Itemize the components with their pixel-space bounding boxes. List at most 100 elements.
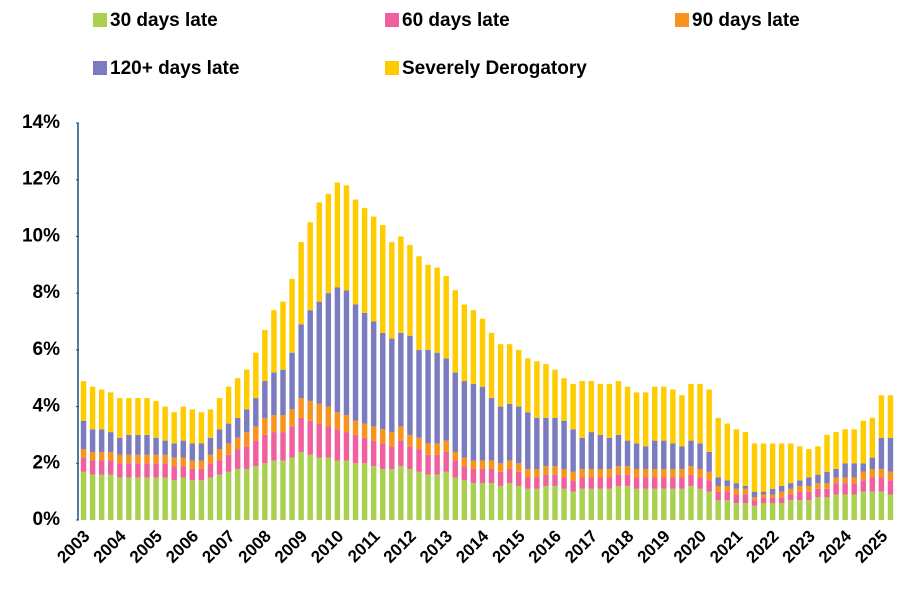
bar-segment xyxy=(497,463,504,472)
bar-segment xyxy=(742,485,749,489)
x-tick-label: 2021 xyxy=(706,527,746,567)
bar-segment xyxy=(615,381,622,435)
bar-segment xyxy=(325,293,332,407)
bar-segment xyxy=(280,369,286,416)
bar-segment xyxy=(688,474,694,486)
bar-segment xyxy=(135,398,141,435)
bar-segment xyxy=(878,395,885,438)
bar-segment xyxy=(171,457,177,467)
y-tick-label: 8% xyxy=(33,282,61,303)
bar-segment xyxy=(633,443,640,469)
bar-segment xyxy=(534,417,540,469)
bar-segment xyxy=(108,392,114,433)
bar-segment xyxy=(370,321,377,427)
bar-segment xyxy=(443,451,449,472)
bar-segment xyxy=(253,466,259,520)
bar-segment xyxy=(516,471,522,486)
bar-segment xyxy=(724,423,730,481)
bar-segment xyxy=(851,463,857,478)
bar-segment xyxy=(760,502,767,520)
bar-segment xyxy=(869,477,876,492)
bar-segment xyxy=(352,304,359,421)
bar-segment xyxy=(878,437,885,469)
bar-segment xyxy=(171,466,177,481)
bar-segment xyxy=(370,216,377,322)
bar-segment xyxy=(606,468,613,478)
bar-segment xyxy=(851,429,857,464)
bar-segment xyxy=(434,352,440,444)
bar-segment xyxy=(534,468,540,478)
bar-segment xyxy=(516,349,522,407)
x-tick-label: 2018 xyxy=(597,527,637,567)
bar-segment xyxy=(89,429,96,452)
bar-segment xyxy=(434,267,440,353)
bar-segment xyxy=(389,468,395,520)
bar-segment xyxy=(624,485,631,520)
y-tick-label: 12% xyxy=(22,169,60,190)
bar-segment xyxy=(144,463,150,478)
bar-segment xyxy=(597,383,604,435)
bar-segment xyxy=(80,449,87,458)
bar-segment xyxy=(570,491,576,520)
x-tick-label: 2007 xyxy=(198,527,238,567)
bar-segment xyxy=(751,443,758,492)
bar-segment xyxy=(407,434,413,447)
bar-segment xyxy=(262,381,268,418)
bar-segment xyxy=(289,457,295,520)
bar-segment xyxy=(80,471,87,520)
bar-segment xyxy=(751,491,758,498)
bar-segment xyxy=(497,406,504,464)
bar-segment xyxy=(842,429,848,464)
bar-segment xyxy=(126,434,132,455)
bar-segment xyxy=(742,502,749,520)
bar-segment xyxy=(280,460,286,520)
bar-segment xyxy=(244,432,250,447)
bar-segment xyxy=(579,437,585,469)
bar-segment xyxy=(497,471,504,486)
bar-segment xyxy=(824,483,830,489)
bar-segment xyxy=(561,420,567,469)
bar-segment xyxy=(652,386,658,441)
bar-segment xyxy=(597,488,604,520)
bar-segment xyxy=(316,423,322,458)
bar-segment xyxy=(162,406,168,441)
bar-segment xyxy=(361,208,368,313)
bar-segment xyxy=(706,451,712,472)
bar-segment xyxy=(543,417,549,467)
bar-segment xyxy=(561,468,567,478)
bar-segment xyxy=(117,454,123,464)
bar-segment xyxy=(225,454,232,472)
bar-segment xyxy=(361,437,368,464)
bar-segment xyxy=(380,225,386,333)
bar-segment xyxy=(153,463,159,478)
bar-segment xyxy=(479,318,486,387)
bar-segment xyxy=(479,483,486,520)
bar-segment xyxy=(833,477,839,484)
bar-segment xyxy=(253,352,259,399)
bar-segment xyxy=(742,488,749,495)
y-tick-label: 6% xyxy=(33,339,61,360)
bar-segment xyxy=(797,491,803,501)
bar-segment xyxy=(271,372,277,416)
bar-segment xyxy=(425,474,431,520)
bar-segment xyxy=(860,471,866,481)
bar-segment xyxy=(216,460,223,475)
legend-swatch xyxy=(385,13,399,27)
bar-segment xyxy=(470,310,477,384)
bar-segment xyxy=(162,454,168,464)
bar-segment xyxy=(180,406,186,441)
bar-segment xyxy=(606,477,613,489)
bar-segment xyxy=(606,488,613,520)
bar-segment xyxy=(207,454,214,464)
bar-segment xyxy=(398,332,404,427)
y-tick-label: 2% xyxy=(33,452,61,473)
bar-segment xyxy=(470,460,477,469)
bar-segment xyxy=(733,494,740,503)
bar-segment xyxy=(380,443,386,469)
bar-segment xyxy=(234,378,241,418)
bar-segment xyxy=(307,400,313,421)
bar-segment xyxy=(652,477,658,489)
bar-segment xyxy=(216,474,223,520)
bar-segment xyxy=(98,429,105,452)
bar-segment xyxy=(552,369,558,418)
